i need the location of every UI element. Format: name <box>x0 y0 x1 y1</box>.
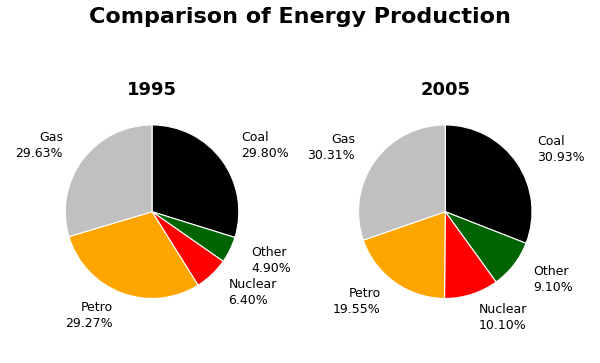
Wedge shape <box>152 212 223 285</box>
Text: Gas
29.63%: Gas 29.63% <box>16 131 63 160</box>
Wedge shape <box>65 125 152 237</box>
Text: Other
4.90%: Other 4.90% <box>252 246 292 275</box>
Wedge shape <box>445 125 532 243</box>
Title: 2005: 2005 <box>420 81 470 99</box>
Title: 1995: 1995 <box>127 81 177 99</box>
Wedge shape <box>359 125 445 240</box>
Text: Coal
30.93%: Coal 30.93% <box>537 135 584 164</box>
Text: Petro
19.55%: Petro 19.55% <box>333 287 380 317</box>
Text: Coal
29.80%: Coal 29.80% <box>241 131 289 160</box>
Text: Comparison of Energy Production: Comparison of Energy Production <box>89 7 511 27</box>
Text: Gas
30.31%: Gas 30.31% <box>307 133 355 162</box>
Wedge shape <box>152 212 235 261</box>
Wedge shape <box>445 212 526 282</box>
Text: Petro
29.27%: Petro 29.27% <box>65 301 113 330</box>
Wedge shape <box>364 212 445 298</box>
Wedge shape <box>445 212 496 298</box>
Wedge shape <box>152 125 239 237</box>
Wedge shape <box>69 212 198 298</box>
Text: Nuclear
10.10%: Nuclear 10.10% <box>479 303 527 332</box>
Text: Nuclear
6.40%: Nuclear 6.40% <box>229 278 277 307</box>
Text: Other
9.10%: Other 9.10% <box>533 265 573 294</box>
